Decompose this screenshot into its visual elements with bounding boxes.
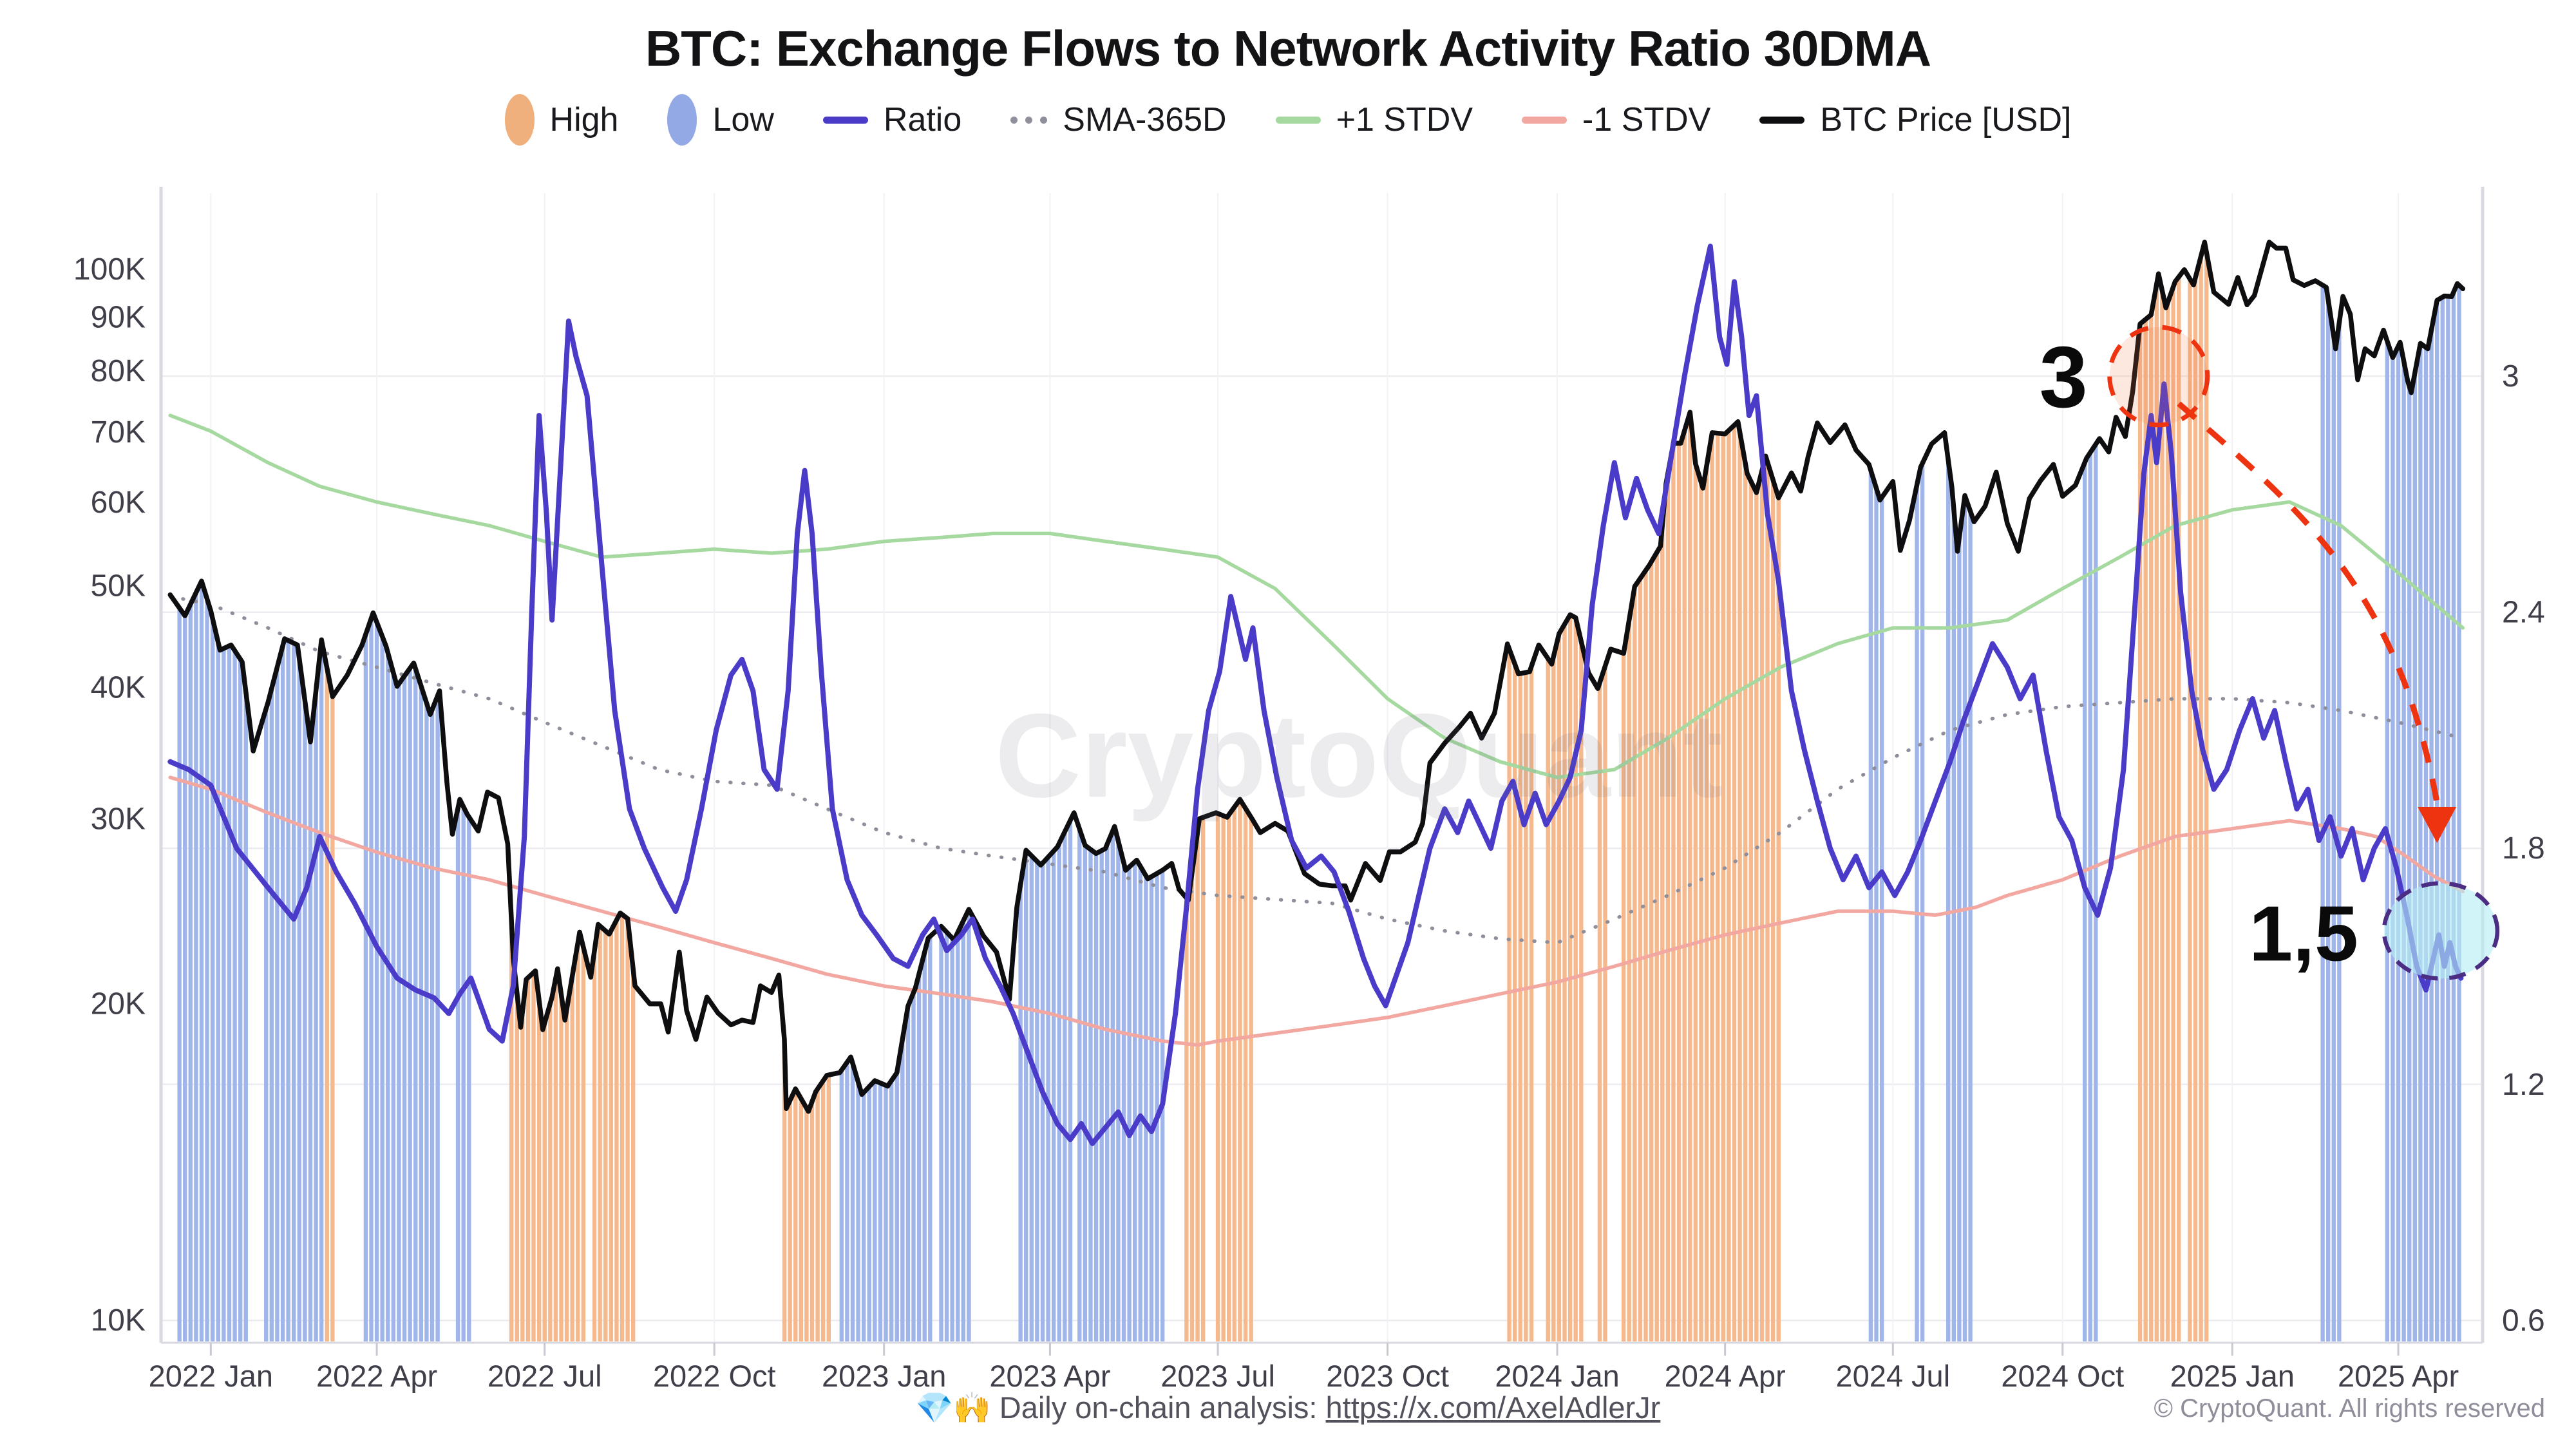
y-left-label: 10K bbox=[91, 1303, 146, 1338]
x-tick-label: 2024 Oct bbox=[2001, 1359, 2124, 1393]
sma-line bbox=[168, 594, 2465, 945]
high-peak-circle bbox=[2107, 325, 2210, 428]
ratio-line bbox=[167, 243, 2464, 1146]
y-left-label: 80K bbox=[91, 354, 146, 388]
x-tick-label: 2025 Jan bbox=[2170, 1359, 2295, 1393]
legend-swatch-stdv-minus-icon bbox=[1522, 116, 1567, 124]
decline-arrow bbox=[2177, 401, 2440, 804]
x-tick-label: 2023 Oct bbox=[1326, 1359, 1449, 1393]
y-left-label: 60K bbox=[91, 486, 146, 520]
legend-label-price: BTC Price [USD] bbox=[1820, 101, 2072, 138]
footer-text: 💎🙌 Daily on-chain analysis: bbox=[915, 1390, 1326, 1425]
x-tick-label: 2024 Jul bbox=[1835, 1359, 1950, 1393]
btc-price-line bbox=[167, 240, 2466, 1114]
x-tick-label: 2022 Oct bbox=[653, 1359, 776, 1393]
legend: High Low Ratio SMA-365D +1 STDV -1 STDV BTC Pr… bbox=[0, 94, 2576, 146]
legend-label-low: Low bbox=[712, 101, 774, 138]
legend-item-stdv-plus[interactable]: +1 STDV bbox=[1275, 100, 1473, 139]
x-tick-label: 2022 Jul bbox=[488, 1359, 602, 1393]
stdv-minus-line bbox=[168, 775, 2465, 1047]
y-left-label: 30K bbox=[91, 802, 146, 836]
legend-swatch-sma-icon bbox=[1010, 116, 1048, 124]
legend-item-price[interactable]: BTC Price [USD] bbox=[1759, 100, 2071, 139]
y-right-label: 1.2 bbox=[2502, 1068, 2545, 1102]
x-tick-label: 2022 Apr bbox=[316, 1359, 437, 1393]
legend-item-high[interactable]: High bbox=[504, 94, 619, 146]
footer: 💎🙌 Daily on-chain analysis: https://x.co… bbox=[0, 1390, 2576, 1426]
x-tick-label: 2024 Apr bbox=[1665, 1359, 1786, 1393]
legend-label-sma: SMA-365D bbox=[1063, 101, 1227, 138]
x-tick-label: 2025 Apr bbox=[2338, 1359, 2459, 1393]
series-lines bbox=[167, 240, 2466, 1146]
x-tick-label: 2023 Apr bbox=[989, 1359, 1110, 1393]
high-bands bbox=[325, 252, 2209, 1342]
high-peak-label: 3 bbox=[2040, 328, 2088, 426]
y-right-label: 1.8 bbox=[2502, 831, 2545, 866]
legend-swatch-price-icon bbox=[1759, 116, 1805, 124]
legend-swatch-stdv-plus-icon bbox=[1275, 116, 1321, 124]
legend-label-high: High bbox=[549, 101, 619, 138]
legend-item-ratio[interactable]: Ratio bbox=[822, 100, 962, 139]
y-left-label: 90K bbox=[91, 301, 146, 335]
x-tick-label: 2023 Jan bbox=[822, 1359, 946, 1393]
y-right-label: 3 bbox=[2502, 359, 2519, 393]
y-left-label: 40K bbox=[91, 670, 146, 705]
low-zone-ellipse bbox=[2382, 881, 2500, 981]
copyright: © CryptoQuant. All rights reserved bbox=[2154, 1394, 2546, 1423]
x-tick-label: 2022 Jan bbox=[149, 1359, 273, 1393]
watermark: CryptoQuant bbox=[995, 690, 1723, 822]
y-right-label: 2.4 bbox=[2502, 596, 2545, 630]
annotations: 31,5 bbox=[2040, 325, 2500, 981]
y-left-label: 100K bbox=[73, 252, 146, 287]
x-tick-label: 2023 Jul bbox=[1160, 1359, 1275, 1393]
y-left-label: 20K bbox=[91, 987, 146, 1021]
decline-arrow-head-icon bbox=[2418, 806, 2457, 843]
legend-swatch-high-icon bbox=[504, 94, 535, 146]
footer-link[interactable]: https://x.com/AxelAdlerJr bbox=[1325, 1390, 1661, 1425]
y-left-label: 50K bbox=[91, 569, 146, 603]
axis-labels: 100K 90K 80K 70K 60K 50K 40K 30K 20K 10K 3 2.4 1.8 1.… bbox=[73, 252, 2545, 1393]
y-left-label: 70K bbox=[91, 415, 146, 450]
legend-label-ratio: Ratio bbox=[883, 101, 962, 138]
legend-label-stdv-plus: +1 STDV bbox=[1336, 101, 1473, 138]
legend-swatch-low-icon bbox=[667, 94, 697, 146]
legend-item-stdv-minus[interactable]: -1 STDV bbox=[1522, 100, 1710, 139]
x-tick-label: 2024 Jan bbox=[1495, 1359, 1619, 1393]
low-zone-label: 1,5 bbox=[2249, 890, 2358, 978]
chart-title: BTC: Exchange Flows to Network Activity … bbox=[645, 20, 1931, 77]
legend-swatch-ratio-icon bbox=[822, 116, 868, 124]
legend-item-low[interactable]: Low bbox=[667, 94, 774, 146]
legend-label-stdv-minus: -1 STDV bbox=[1582, 101, 1711, 138]
y-right-label: 0.6 bbox=[2502, 1303, 2545, 1338]
legend-item-sma[interactable]: SMA-365D bbox=[1010, 100, 1227, 139]
